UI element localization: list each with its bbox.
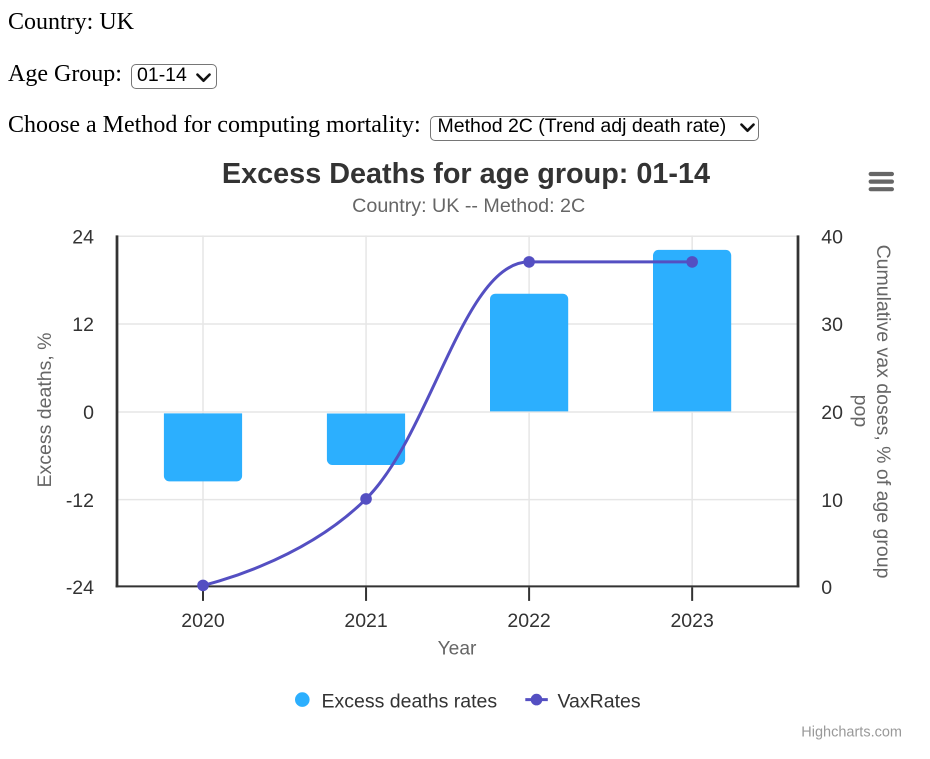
svg-text:pop: pop [849, 395, 871, 428]
svg-text:2023: 2023 [670, 610, 713, 632]
svg-text:40: 40 [821, 227, 843, 249]
svg-text:10: 10 [821, 490, 843, 512]
svg-text:2020: 2020 [181, 610, 225, 632]
svg-text:2021: 2021 [344, 610, 387, 632]
svg-text:Excess deaths, %: Excess deaths, % [34, 333, 56, 488]
svg-text:24: 24 [72, 227, 94, 249]
svg-text:Highcharts.com: Highcharts.com [801, 724, 902, 740]
svg-text:Year: Year [438, 639, 477, 660]
svg-text:12: 12 [72, 314, 94, 336]
svg-text:Excess Deaths for age group: 0: Excess Deaths for age group: 01-14 [222, 158, 710, 190]
svg-text:Cumulative vax doses, % of age: Cumulative vax doses, % of age group [872, 245, 894, 579]
svg-text:20: 20 [821, 402, 843, 424]
svg-text:VaxRates: VaxRates [558, 690, 641, 712]
svg-text:-12: -12 [66, 490, 94, 512]
svg-text:30: 30 [821, 314, 843, 336]
svg-text:-24: -24 [66, 577, 94, 599]
svg-text:Country: UK -- Method: 2C: Country: UK -- Method: 2C [352, 195, 585, 217]
svg-text:2022: 2022 [507, 610, 550, 632]
svg-text:Excess deaths rates: Excess deaths rates [322, 690, 498, 712]
svg-text:0: 0 [821, 577, 832, 599]
svg-text:0: 0 [83, 402, 94, 424]
